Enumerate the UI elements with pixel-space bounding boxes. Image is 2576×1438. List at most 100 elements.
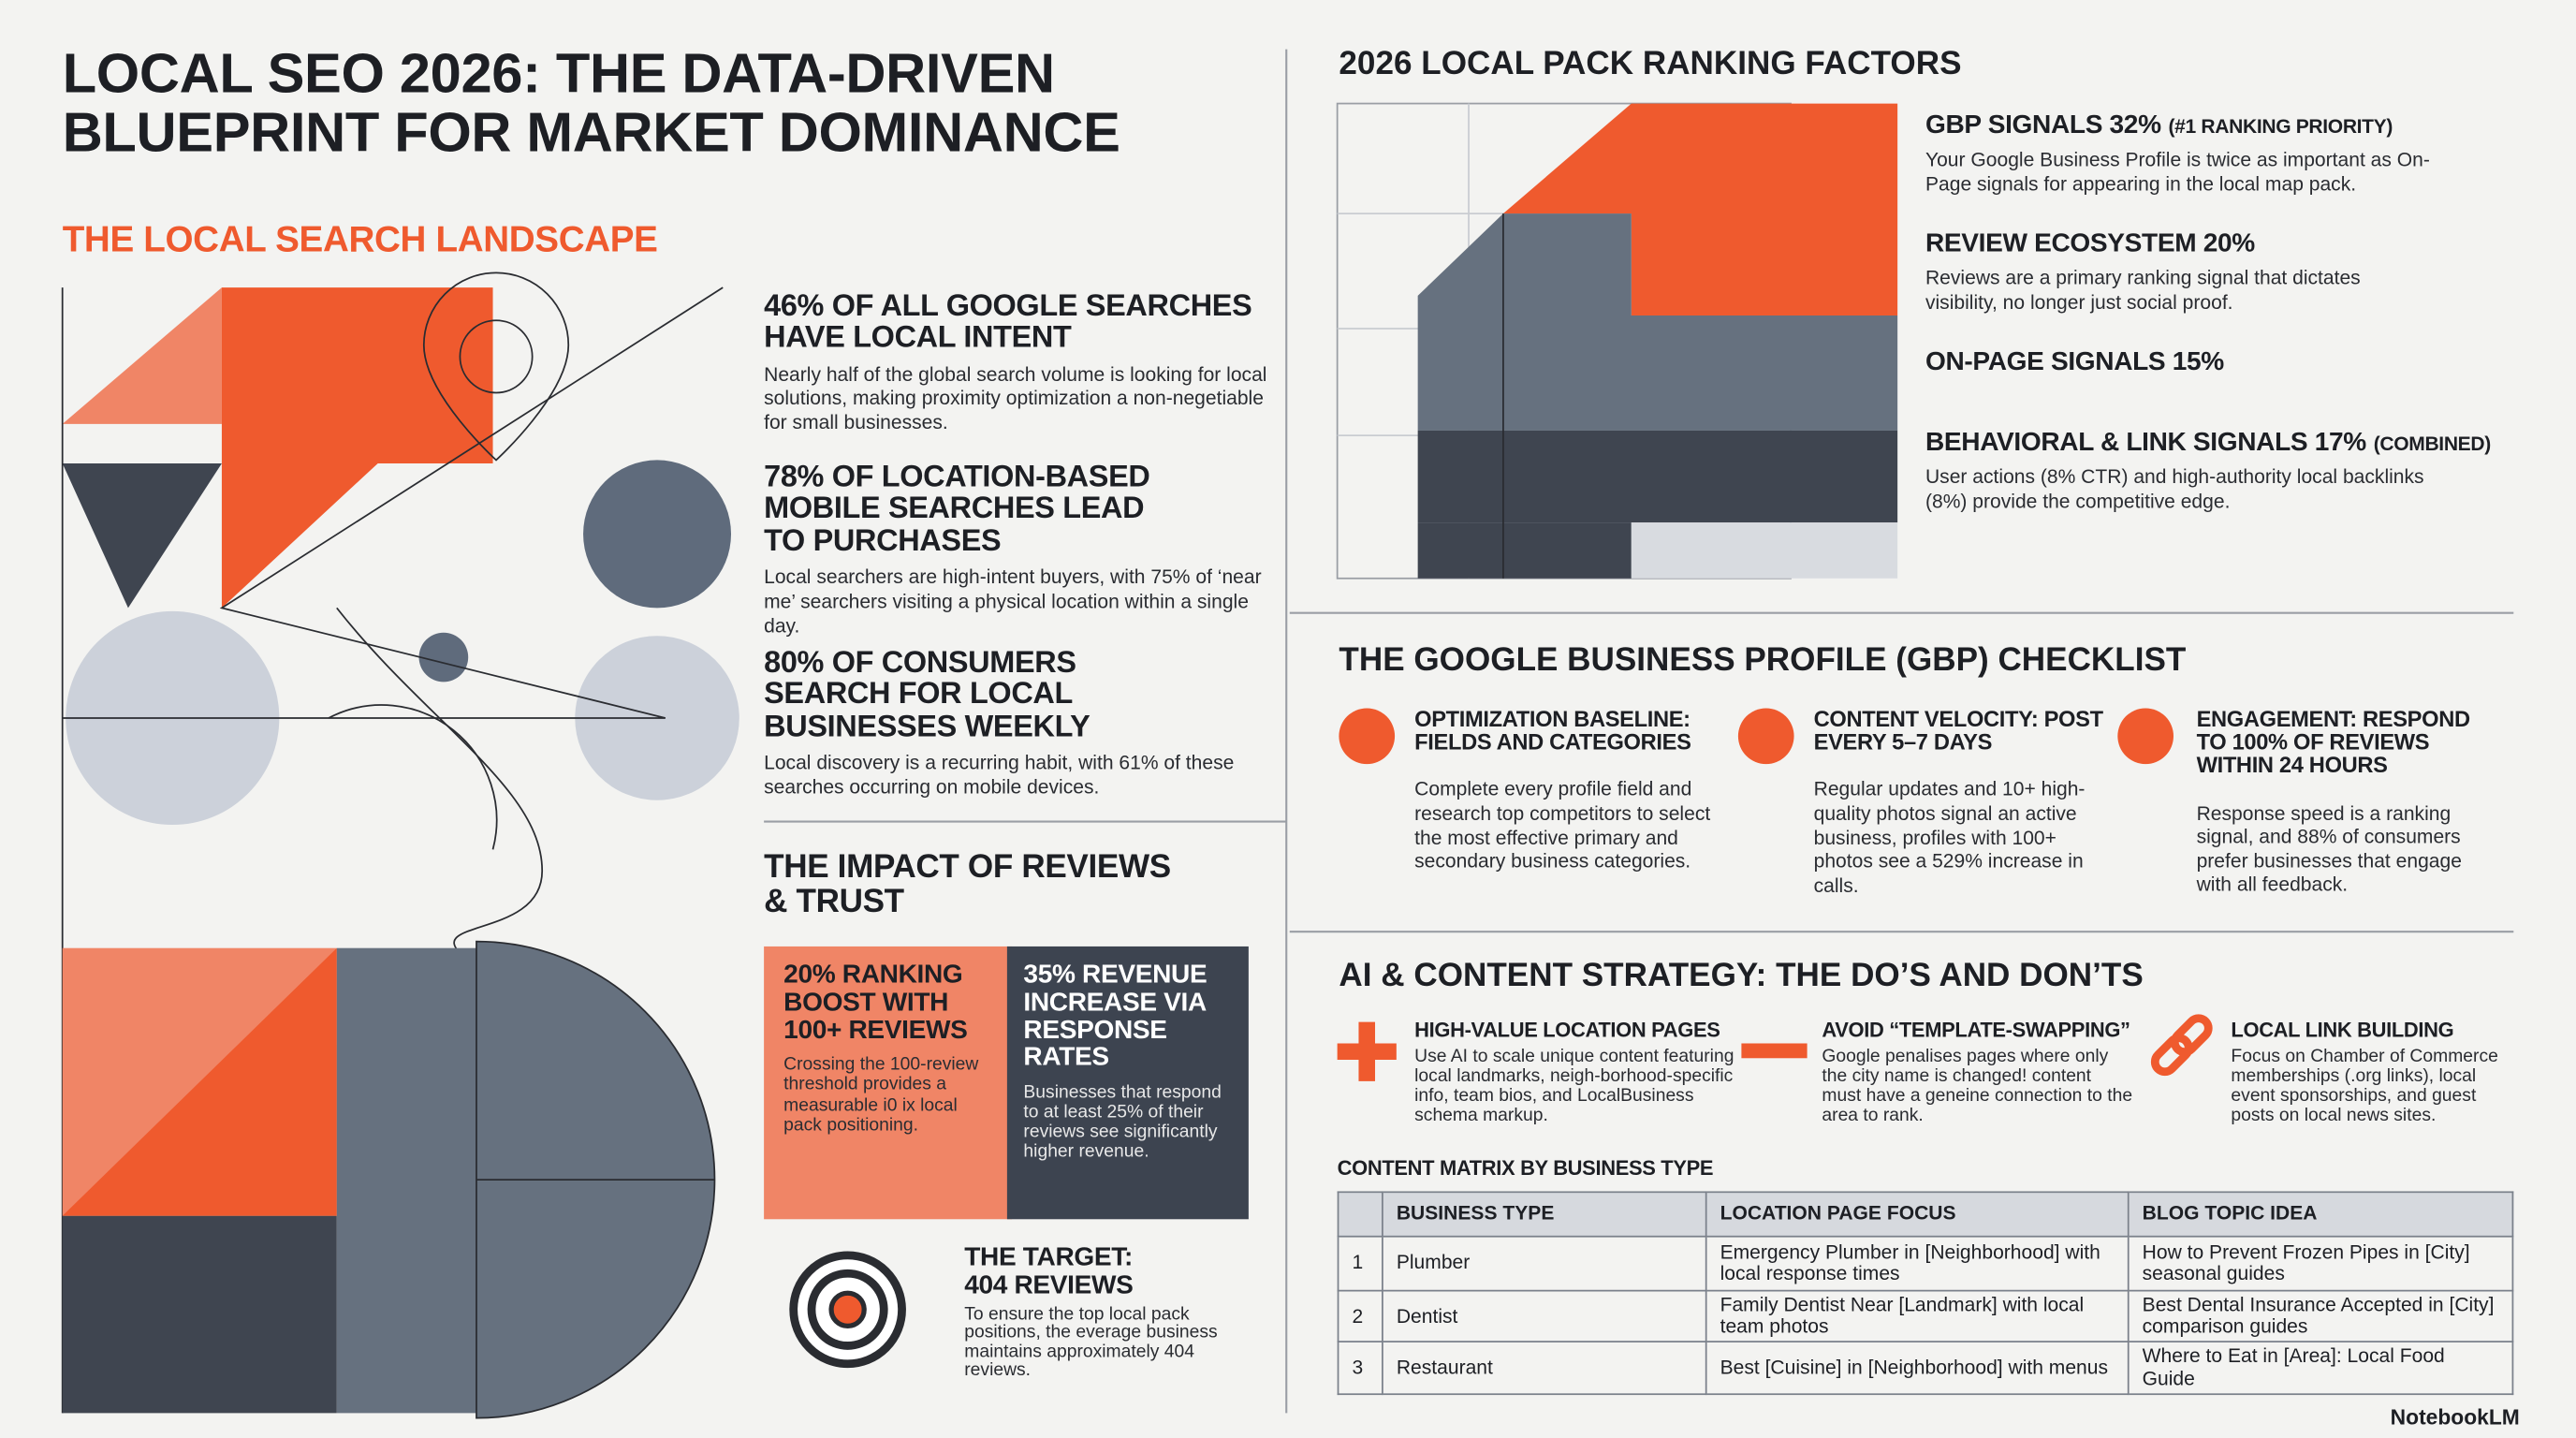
- header-cell: [1337, 1191, 1383, 1238]
- matrix-title: CONTENT MATRIX BY BUSINESS TYPE: [1337, 1156, 1714, 1181]
- stat-text: Nearly half of the global search volume …: [764, 362, 1267, 434]
- factor: ON-PAGE SIGNALS 15%: [1925, 348, 2517, 378]
- stat-headline: 80% OF CONSUMERS SEARCH FOR LOCAL BUSINE…: [764, 643, 1090, 743]
- cell: How to Prevent Frozen Pipes in [City] se…: [2127, 1235, 2514, 1292]
- card-headline: 35% REVENUE INCREASE VIA RESPONSE RATES: [1023, 961, 1208, 1073]
- cell: Best [Cuisine] in [Neighborhood] with me…: [1705, 1341, 2130, 1395]
- target-icon: [789, 1251, 906, 1369]
- footer-brand: NotebookLM: [2390, 1404, 2520, 1430]
- stat: 46% OF ALL GOOGLE SEARCHES HAVE LOCAL IN…: [764, 289, 1273, 435]
- item-text: Focus on Chamber of Commerce memberships…: [2231, 1047, 2498, 1126]
- cell: Where to Eat in [Area]: Local Food Guide: [2127, 1341, 2514, 1395]
- item-text: Regular updates and 10+ high-quality pho…: [1813, 777, 2086, 898]
- content-matrix: BUSINESS TYPE LOCATION PAGE FOCUS BLOG TOP…: [1337, 1191, 2514, 1395]
- stat: 78% OF LOCATION-BASED MOBILE SEARCHES LE…: [764, 460, 1273, 638]
- section-heading: THE IMPACT OF REVIEWS & TRUST: [764, 849, 1171, 920]
- factor-name: BEHAVIORAL & LINK SIGNALS 17%: [1925, 429, 2366, 457]
- row: 2 Dentist Family Dentist Near [Landmark] w…: [1337, 1289, 2514, 1343]
- header-cell: BLOG TOPIC IDEA: [2127, 1191, 2514, 1238]
- item-text: Google penalises pages where only the ci…: [1822, 1047, 2133, 1126]
- factor-note: (COMBINED): [2373, 432, 2492, 456]
- shape: [62, 287, 222, 424]
- target-text: To ensure the top local pack positions, …: [964, 1303, 1218, 1381]
- item-text: Complete every profile field and researc…: [1414, 777, 1711, 873]
- cell: Dentist: [1382, 1289, 1707, 1343]
- checklist-item: CONTENT VELOCITY: POST EVERY 5–7 DAYS Reg…: [1813, 706, 2110, 898]
- block: [1417, 430, 1898, 523]
- factor: GBP SIGNALS 32% (#1 RANKING PRIORITY) You…: [1925, 111, 2517, 196]
- shape: [62, 1215, 337, 1414]
- checklist-dots: [1339, 708, 2174, 765]
- item-text: Use AI to scale unique content featuring…: [1414, 1047, 1734, 1126]
- bullet: [2117, 708, 2174, 765]
- factor: REVIEW ECOSYSTEM 20% Reviews are a primar…: [1925, 230, 2517, 315]
- stat-text: Local discovery is a recurring habit, wi…: [764, 751, 1235, 799]
- section-heading: 2026 LOCAL PACK RANKING FACTORS: [1339, 46, 1962, 82]
- factor-note: (#1 RANKING PRIORITY): [2168, 114, 2393, 139]
- item-headline: OPTIMIZATION BASELINE: FIELDS AND CATEGO…: [1414, 706, 1691, 755]
- header-cell: LOCATION PAGE FOCUS: [1705, 1191, 2130, 1238]
- cell: Family Dentist Near [Landmark] with loca…: [1705, 1289, 2130, 1343]
- block: [1417, 213, 1898, 431]
- shape: [418, 632, 469, 682]
- item-headline: CONTENT VELOCITY: POST EVERY 5–7 DAYS: [1813, 706, 2103, 755]
- target: THE TARGET: 404 REVIEWS To ensure the top…: [964, 1243, 1251, 1381]
- row: 1 Plumber Emergency Plumber in [Neighborho…: [1337, 1235, 2514, 1292]
- factor-text: User actions (8% CTR) and high-authority…: [1925, 464, 2424, 512]
- plus-icon: [1337, 1021, 1397, 1081]
- shape: [336, 947, 476, 1414]
- factor-text: Reviews are a primary ranking signal tha…: [1925, 266, 2361, 314]
- review-card: 20% RANKING BOOST WITH 100+ REVIEWS Cross…: [764, 946, 1013, 1220]
- shape: [62, 462, 222, 609]
- row: 3 Restaurant Best [Cuisine] in [Neighborho…: [1337, 1341, 2514, 1395]
- dividers: [764, 49, 2514, 1414]
- cell: 3: [1337, 1341, 1383, 1395]
- checklist-item: OPTIMIZATION BASELINE: FIELDS AND CATEGO…: [1414, 706, 1726, 873]
- section-heading: THE LOCAL SEARCH LANDSCAPE: [62, 218, 658, 260]
- strategy-item: HIGH-VALUE LOCATION PAGES Use AI to scale…: [1414, 1020, 1734, 1126]
- cell: 2: [1337, 1289, 1383, 1343]
- item-headline: LOCAL LINK BUILDING: [2231, 1019, 2454, 1042]
- ai-icons: [1337, 1014, 2213, 1081]
- cell: 1: [1337, 1235, 1383, 1292]
- cell: Restaurant: [1382, 1341, 1707, 1395]
- factor-text: Your Google Business Profile is twice as…: [1925, 147, 2430, 196]
- card-text: Businesses that respond to at least 25% …: [1023, 1082, 1222, 1163]
- factor-name: GBP SIGNALS 32%: [1925, 111, 2161, 140]
- header-row: BUSINESS TYPE LOCATION PAGE FOCUS BLOG TOP…: [1337, 1191, 2514, 1238]
- title: LOCAL SEO 2026: THE DATA-DRIVEN BLUEPRIN…: [62, 42, 1120, 164]
- link-icon: [2150, 1014, 2213, 1077]
- checklist-item: ENGAGEMENT: RESPOND TO 100% OF REVIEWS W…: [2197, 708, 2501, 897]
- section-heading: THE GOOGLE BUSINESS PROFILE (GBP) CHECKL…: [1339, 642, 2187, 679]
- target-headline: THE TARGET: 404 REVIEWS: [964, 1243, 1134, 1299]
- bullet: [1339, 708, 1396, 765]
- factor-name: REVIEW ECOSYSTEM 20%: [1925, 229, 2255, 258]
- factor: BEHAVIORAL & LINK SIGNALS 17% (COMBINED)…: [1925, 429, 2533, 513]
- shape: [583, 460, 732, 609]
- card-text: Crossing the 100-review threshold provid…: [783, 1055, 979, 1136]
- review-card: 35% REVENUE INCREASE VIA RESPONSE RATES B…: [1006, 946, 1249, 1220]
- stat-headline: 78% OF LOCATION-BASED MOBILE SEARCHES LE…: [764, 458, 1150, 557]
- item-headline: AVOID “TEMPLATE-SWAPPING”: [1822, 1019, 2130, 1042]
- stat-headline: 46% OF ALL GOOGLE SEARCHES HAVE LOCAL IN…: [764, 287, 1252, 355]
- block: [1417, 522, 1632, 579]
- shape: [221, 287, 493, 609]
- block: [1502, 103, 1898, 315]
- header-cell: BUSINESS TYPE: [1382, 1191, 1707, 1238]
- factor-art: [1336, 102, 1898, 580]
- bullet: [1737, 708, 1794, 765]
- card-headline: 20% RANKING BOOST WITH 100+ REVIEWS: [783, 961, 968, 1045]
- cell: Best Dental Insurance Accepted in [City]…: [2127, 1289, 2514, 1343]
- factor-name: ON-PAGE SIGNALS 15%: [1925, 348, 2224, 376]
- strategy-item: AVOID “TEMPLATE-SWAPPING” Google penalise…: [1822, 1020, 2133, 1126]
- item-text: Response speed is a ranking signal, and …: [2196, 800, 2462, 897]
- item-headline: ENGAGEMENT: RESPOND TO 100% OF REVIEWS W…: [2196, 706, 2471, 778]
- item-headline: HIGH-VALUE LOCATION PAGES: [1414, 1019, 1720, 1042]
- cell: Emergency Plumber in [Neighborhood] with…: [1705, 1235, 2130, 1292]
- landscape-art: [61, 271, 739, 1419]
- section-heading: AI & CONTENT STRATEGY: THE DO’S AND DON’…: [1339, 958, 2144, 994]
- block: [1631, 522, 1898, 579]
- minus-icon: [1741, 1043, 1808, 1059]
